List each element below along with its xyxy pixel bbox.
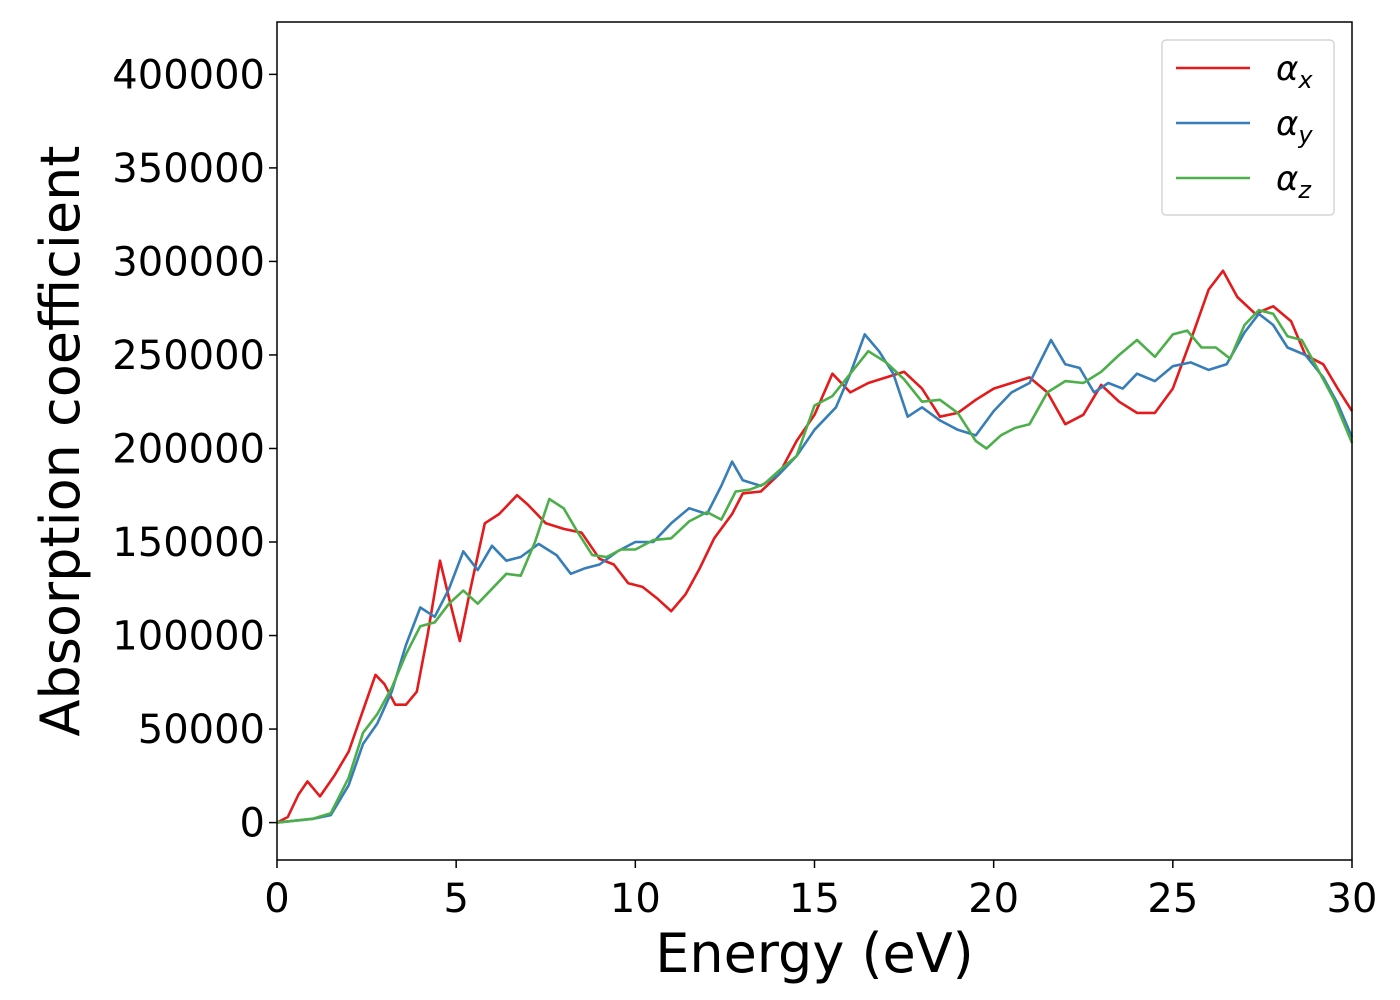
y-tick-label: 400000 (112, 52, 265, 98)
y-tick-label: 300000 (112, 239, 265, 285)
x-tick-label: 10 (610, 876, 661, 922)
lines-layer (276, 269, 1354, 824)
y-tick-label: 350000 (112, 146, 265, 192)
series-line-x (276, 269, 1354, 824)
legend-label-y: αy (1276, 104, 1313, 149)
ticks-layer: 0 5 10 15 20 25 30 0 50000 100000 150000 200000 2500… (112, 52, 1377, 922)
x-tick-label: 5 (443, 876, 468, 922)
x-tick-label: 30 (1327, 876, 1378, 922)
y-tick-label: 200000 (112, 426, 265, 472)
y-axis-label: Absorption coefficient (29, 146, 92, 737)
legend: αx αy αz (1161, 39, 1335, 216)
x-tick-label: 20 (968, 876, 1019, 922)
y-tick-label: 0 (240, 801, 265, 847)
y-tick-label: 150000 (112, 520, 265, 566)
plot-frame (276, 21, 1353, 861)
y-tick-label: 100000 (112, 614, 265, 660)
x-tick-label: 25 (1147, 876, 1198, 922)
series-line-z (276, 308, 1354, 824)
series-line-y (276, 312, 1354, 824)
x-axis-label: Energy (eV) (655, 922, 974, 985)
legend-box (1161, 39, 1335, 216)
y-tick-label: 50000 (138, 707, 265, 753)
y-tick-label: 250000 (112, 333, 265, 379)
legend-label-x: αx (1276, 49, 1313, 94)
legend-label-z: αz (1276, 159, 1312, 204)
x-tick-label: 15 (789, 876, 840, 922)
x-tick-label: 0 (264, 876, 289, 922)
